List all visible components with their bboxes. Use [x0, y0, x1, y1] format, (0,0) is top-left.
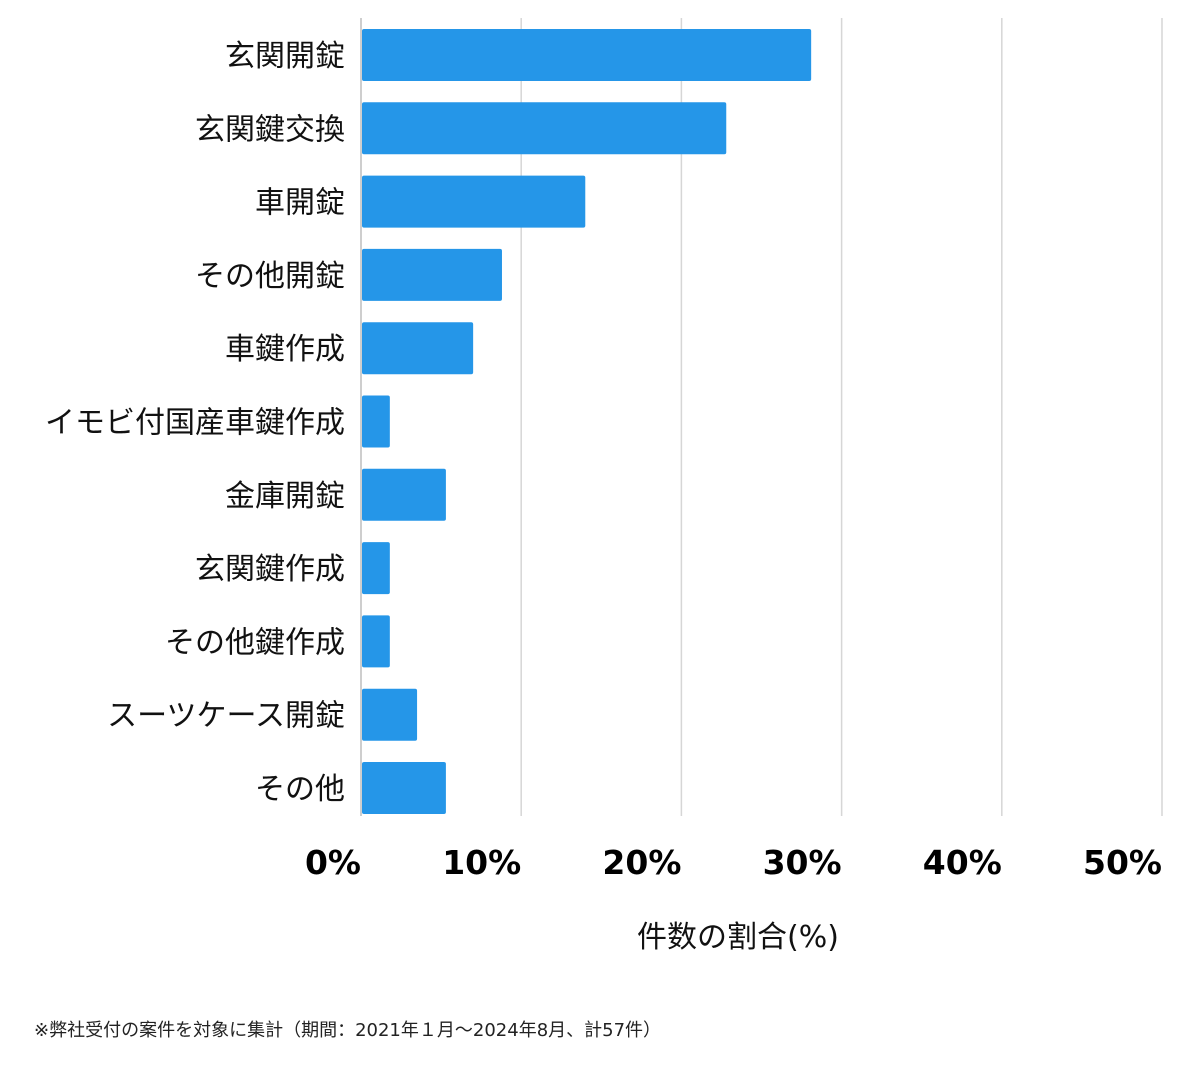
category-label: 車鍵作成 [225, 332, 345, 367]
bar [362, 542, 390, 595]
x-tick-label: 40% [923, 843, 1002, 882]
bar [362, 322, 474, 375]
x-tick-label: 10% [442, 843, 521, 882]
bar [362, 29, 812, 81]
category-label: イモビ付国産車鍵作成 [45, 406, 345, 441]
x-tick-labels: 0% 10% 20% 30% 40% 50% [305, 843, 1162, 882]
x-tick-label: 50% [1083, 843, 1162, 882]
bar-chart: 玄関開錠玄関鍵交換車開錠その他開錠車鍵作成イモビ付国産車鍵作成金庫開錠玄関鍵作成… [45, 18, 1163, 955]
category-label: その他 [255, 772, 345, 807]
x-tick-label: 30% [763, 843, 842, 882]
category-label: その他鍵作成 [165, 625, 345, 660]
category-label: 金庫開錠 [225, 479, 345, 514]
bar [362, 688, 418, 741]
x-axis-title: 件数の割合(%) [637, 920, 839, 955]
category-label: 車開錠 [255, 186, 345, 221]
bar [362, 468, 446, 521]
category-label: 玄関鍵交換 [195, 112, 345, 147]
category-label: スーツケース開錠 [107, 699, 345, 734]
category-label: その他開錠 [195, 259, 345, 294]
bar [362, 395, 390, 448]
category-label: 玄関鍵作成 [195, 552, 345, 587]
x-tick-label: 0% [305, 843, 361, 882]
bar [362, 248, 502, 301]
bar [362, 102, 727, 155]
bar [362, 762, 446, 814]
bars [362, 29, 812, 814]
category-labels: 玄関開錠玄関鍵交換車開錠その他開錠車鍵作成イモビ付国産車鍵作成金庫開錠玄関鍵作成… [45, 39, 345, 807]
category-label: 玄関開錠 [225, 39, 345, 74]
bar [362, 615, 390, 668]
bar [362, 175, 586, 228]
footnote: ※弊社受付の案件を対象に集計（期間：2021年１月～2024年8月、計57件） [34, 1020, 662, 1041]
x-tick-label: 20% [602, 843, 681, 882]
